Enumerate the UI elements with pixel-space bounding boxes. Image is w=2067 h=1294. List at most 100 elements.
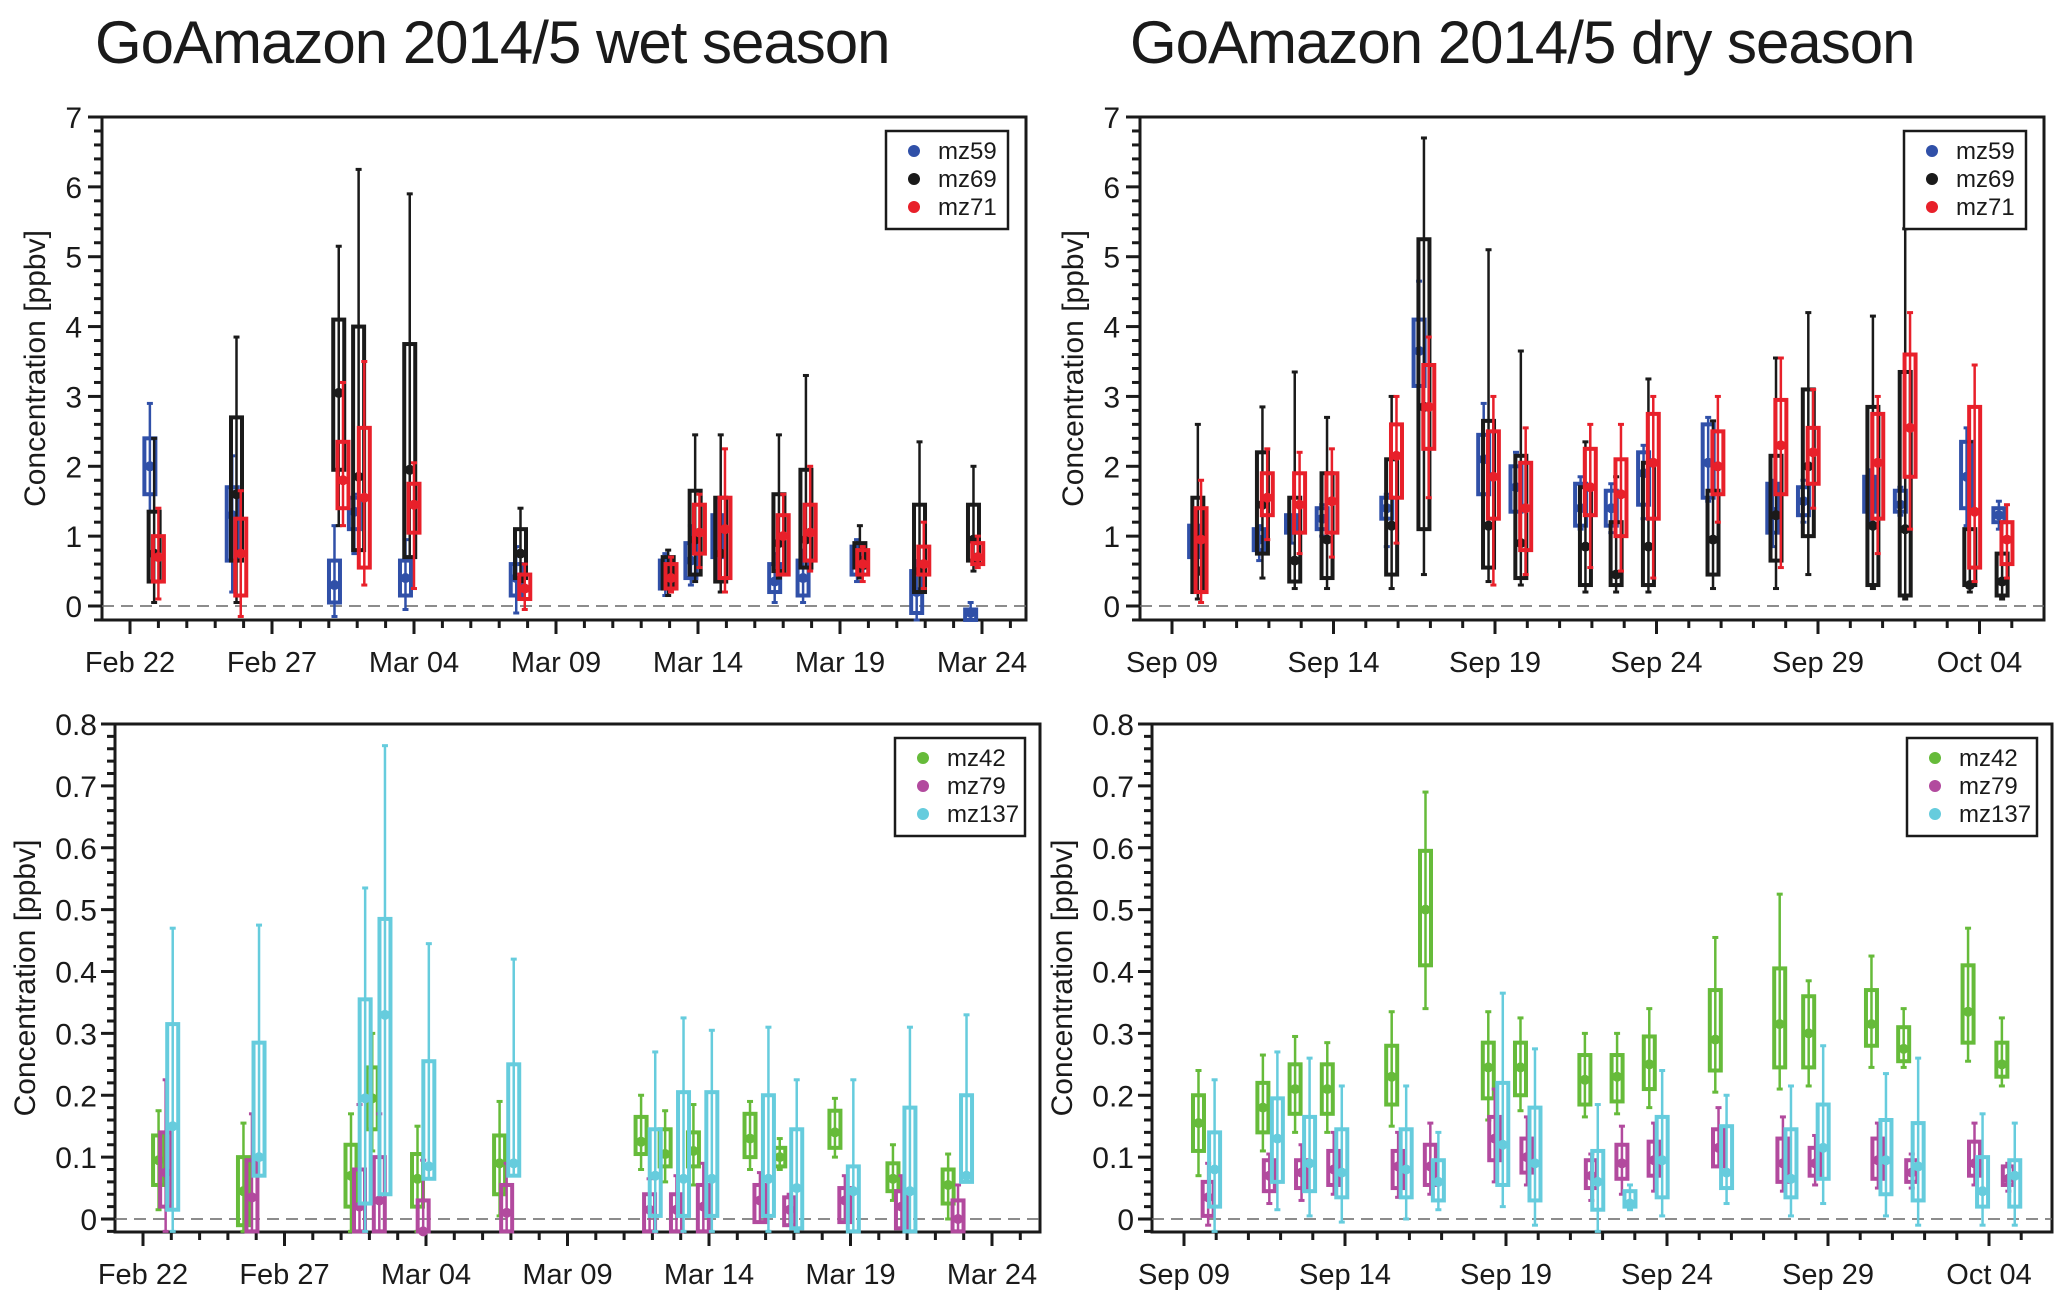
median-marker (1866, 1019, 1877, 1030)
y-tick-label: 0.8 (55, 709, 97, 742)
x-tick-label: Mar 24 (937, 647, 1027, 679)
box-mz42 (1512, 1016, 1528, 1113)
median-marker (636, 1136, 647, 1147)
box-mz137 (165, 926, 181, 1233)
y-tick-label: 0.3 (1092, 1018, 1134, 1051)
box-mz42 (1287, 1034, 1303, 1134)
median-marker (1803, 1028, 1814, 1039)
median-marker (1580, 541, 1591, 552)
iqr-box (1422, 1142, 1438, 1187)
box-mz71 (356, 360, 372, 587)
legend-label-mz137: mz137 (947, 801, 1019, 828)
legend-marker-mz42 (917, 752, 929, 764)
iqr-box (742, 1111, 758, 1160)
median-marker (1193, 1118, 1204, 1129)
box-mz42 (1994, 1016, 2010, 1088)
box-mz71 (1518, 426, 1534, 577)
y-tick-label: 0.6 (55, 833, 97, 866)
iqr-box (893, 1189, 909, 1231)
y-tick-label: 2 (65, 451, 82, 484)
median-marker (719, 524, 730, 535)
box-mz71 (1773, 356, 1789, 570)
iqr-box (1398, 1127, 1414, 1200)
x-tick-label: Sep 19 (1460, 1259, 1552, 1291)
box-mz137 (1269, 1050, 1285, 1212)
box-mz42 (1319, 1041, 1335, 1134)
x-tick-label: Sep 24 (1621, 1259, 1713, 1291)
x-tick-label: Sep 14 (1288, 647, 1380, 679)
box-mz137 (1783, 1084, 1799, 1218)
iqr-box (357, 997, 373, 1206)
y-tick-label: 0.3 (55, 1018, 97, 1051)
median-marker (153, 552, 164, 563)
y-tick-label: 0 (1117, 1204, 1134, 1237)
box-mz42 (1896, 1007, 1912, 1069)
legend-marker-mz79 (1929, 780, 1941, 792)
median-marker (1196, 534, 1207, 545)
median-marker (650, 1170, 661, 1181)
iqr-box (1518, 460, 1534, 553)
y-tick-label: 0.1 (1092, 1142, 1134, 1175)
iqr-box (855, 548, 871, 577)
iqr-box (1292, 471, 1308, 535)
legend-box (893, 736, 1027, 838)
legend-marker-mz137 (1929, 808, 1941, 820)
box-mz42 (1384, 1010, 1400, 1128)
box-mz42 (940, 1152, 956, 1221)
median-marker (1483, 520, 1494, 531)
iqr-box (377, 916, 393, 1197)
x-tick-label: Mar 19 (805, 1259, 895, 1291)
legend-box (884, 129, 1010, 231)
box-mz71 (233, 489, 249, 618)
median-marker (1391, 450, 1402, 461)
median-marker (1520, 503, 1531, 514)
y-tick-label: 7 (65, 102, 82, 135)
box-mz71 (1324, 447, 1340, 559)
series-mz71 (1193, 311, 2015, 605)
median-marker (774, 1152, 785, 1163)
median-marker (1386, 520, 1397, 531)
box-mz71 (335, 380, 351, 528)
y-axis-label: Concentration [ppbv] (1057, 230, 1090, 507)
iqr-box (1324, 471, 1340, 535)
box-mz42 (1190, 1069, 1206, 1178)
box-mz79 (837, 1174, 853, 1225)
y-tick-label: 0.1 (55, 1142, 97, 1175)
median-marker (1336, 1167, 1347, 1178)
title-wet-season: GoAmazon 2014/5 wet season (95, 9, 891, 76)
iqr-box (165, 1022, 181, 1212)
box-mz137 (760, 1025, 776, 1233)
legend-marker-mz42 (1929, 752, 1941, 764)
median-marker (515, 548, 526, 559)
title-dry-season: GoAmazon 2014/5 dry season (1130, 9, 1915, 76)
median-marker (1785, 1173, 1796, 1184)
legend-label-mz59: mz59 (1956, 138, 2015, 165)
iqr-box (1284, 513, 1300, 535)
median-marker (1900, 524, 1911, 535)
x-tick-label: Sep 09 (1138, 1259, 1230, 1291)
median-marker (1290, 1084, 1301, 1095)
median-marker (409, 499, 419, 510)
iqr-box (1485, 429, 1501, 521)
chart-wet-bottom: 0 0.1 0.2 0.3 0.4 0.5 0.6 0.7 0.8 Concentration [… (9, 709, 1042, 1291)
box-mz42 (772, 1137, 788, 1171)
box-mz42 (1801, 979, 1817, 1088)
iqr-box (1896, 1025, 1912, 1064)
iqr-box (1388, 422, 1404, 500)
iqr-box (1614, 1142, 1630, 1181)
median-marker (791, 1183, 802, 1194)
iqr-box (1807, 1145, 1823, 1178)
y-tick-label: 2 (1103, 451, 1120, 484)
box-mz71 (1645, 394, 1661, 580)
iqr-box (717, 495, 733, 581)
median-marker (1644, 1059, 1655, 1070)
iqr-box (499, 1182, 515, 1234)
y-tick-label: 0 (65, 591, 82, 624)
iqr-box (1863, 988, 1879, 1048)
iqr-box (1430, 1158, 1446, 1203)
series-mz137 (1207, 991, 2023, 1233)
box-mz79 (1487, 1087, 1503, 1184)
iqr-box (1384, 1043, 1400, 1107)
box-mz137 (1910, 1056, 1926, 1227)
y-tick-label: 1 (1103, 521, 1120, 554)
